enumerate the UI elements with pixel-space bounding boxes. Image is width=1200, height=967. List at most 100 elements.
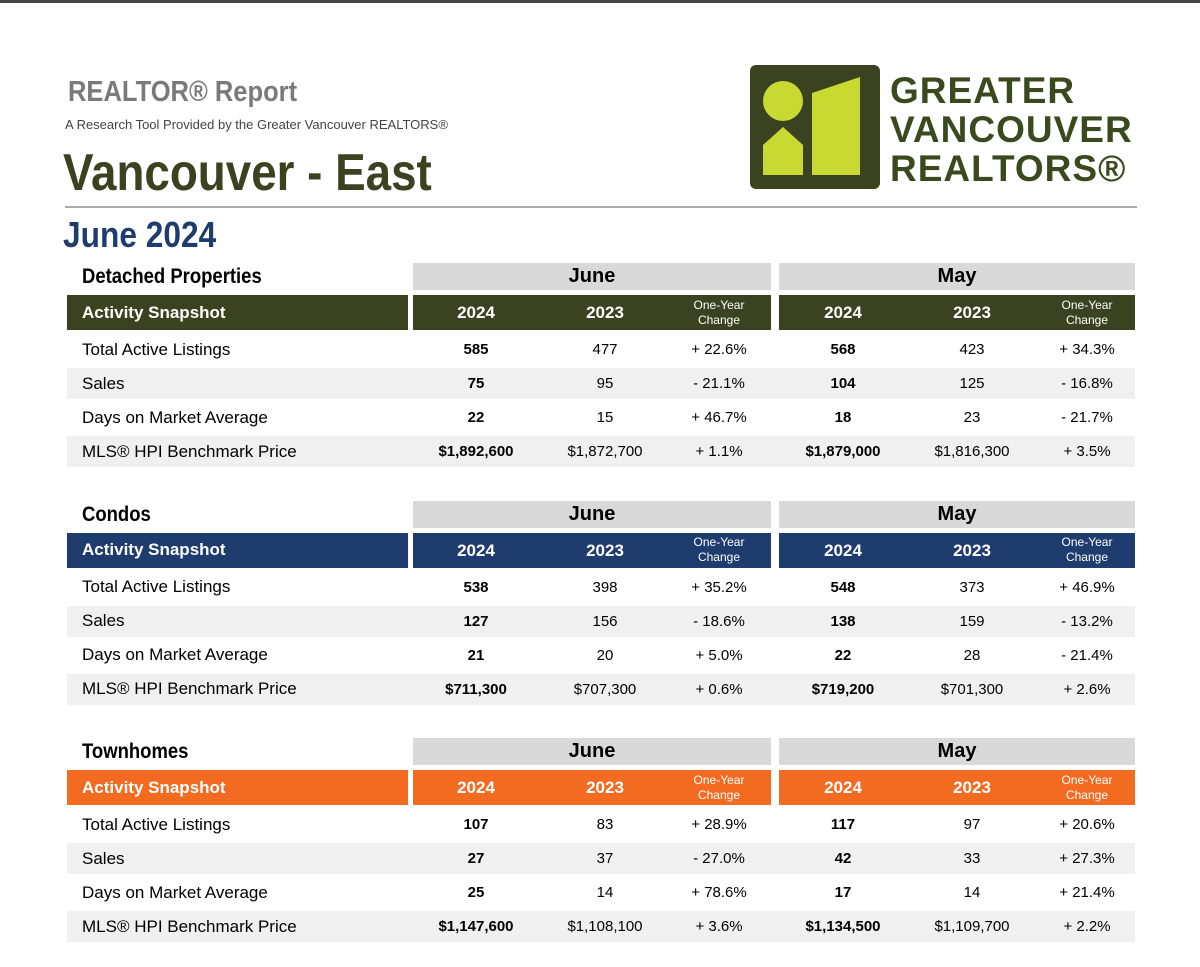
cell: 75	[467, 375, 485, 392]
cell: + 0.6%	[695, 680, 743, 698]
row-label: Days on Market Average	[82, 645, 268, 665]
cell: 15	[596, 409, 614, 426]
column-header: 2024	[824, 778, 862, 798]
group-header: June	[413, 738, 771, 766]
cell: - 21.1%	[693, 375, 745, 392]
cell: $719,200	[811, 680, 875, 698]
cell: + 2.2%	[1063, 918, 1111, 936]
column-band	[413, 295, 771, 330]
cell: 548	[830, 578, 856, 596]
cell: + 46.9%	[1059, 578, 1115, 596]
cell: $711,300	[445, 680, 507, 698]
snapshot-label: Activity Snapshot	[82, 302, 226, 322]
cell: + 35.2%	[691, 578, 747, 596]
cell: $1,134,500	[805, 918, 881, 936]
cell: + 28.9%	[691, 816, 747, 834]
row-band	[67, 368, 1135, 399]
logo-line: GREATER	[890, 70, 1076, 111]
column-header: One-Year Change	[693, 297, 745, 327]
snapshot-band	[67, 770, 408, 806]
cell: 42	[834, 850, 852, 868]
column-band	[779, 532, 1135, 568]
row-label: Sales	[82, 611, 125, 631]
cell: $1,879,000	[805, 443, 881, 460]
cell: - 13.2%	[1061, 612, 1113, 630]
column-header: 2024	[824, 303, 862, 322]
cell: $707,300	[573, 680, 637, 698]
cell: 97	[963, 816, 981, 834]
cell: 22	[834, 646, 852, 664]
cell: + 3.5%	[1063, 443, 1111, 460]
section-title: Townhomes	[82, 740, 189, 764]
column-header: 2024	[457, 303, 495, 322]
column-header: 2024	[457, 778, 495, 798]
group-header: June	[413, 500, 771, 528]
cell: 398	[592, 578, 618, 596]
group-header: May	[779, 738, 1135, 766]
cell: 585	[463, 341, 489, 358]
cell: $1,872,700	[567, 443, 643, 460]
row-label: Total Active Listings	[82, 814, 231, 834]
group-header: May	[779, 500, 1135, 528]
row-label: MLS® HPI Benchmark Price	[82, 441, 297, 461]
column-band	[779, 770, 1135, 806]
cell: 14	[596, 884, 614, 902]
column-band	[413, 770, 771, 806]
cell: 156	[592, 612, 618, 630]
section-title: Detached Properties	[82, 265, 262, 288]
section-title: Condos	[82, 502, 151, 526]
cell: $1,816,300	[934, 443, 1010, 460]
cell: - 16.8%	[1061, 375, 1113, 392]
cell: 14	[963, 884, 981, 902]
snapshot-label: Activity Snapshot	[82, 540, 226, 560]
area-title: Vancouver - East	[63, 144, 432, 202]
group-header: May	[779, 263, 1135, 290]
cell: 104	[830, 375, 856, 392]
cell: 22	[467, 409, 485, 426]
report-title: REALTOR® Report	[68, 76, 298, 108]
row-label: Total Active Listings	[82, 577, 231, 597]
cell: 107	[463, 816, 489, 834]
column-header: 2023	[953, 778, 991, 798]
cell: 25	[467, 884, 485, 902]
cell: 23	[963, 409, 981, 426]
cell: + 5.0%	[695, 646, 743, 664]
column-header: One-Year Change	[1061, 535, 1113, 565]
row-label: MLS® HPI Benchmark Price	[82, 916, 297, 936]
cell: - 21.4%	[1061, 646, 1113, 664]
period: June 2024	[63, 214, 217, 255]
row-band	[67, 843, 1135, 875]
cell: $1,108,100	[567, 918, 643, 936]
cell: 423	[959, 341, 985, 358]
cell: + 21.4%	[1059, 884, 1115, 902]
cell: 159	[959, 612, 985, 630]
cell: 95	[596, 375, 614, 392]
cell: + 22.6%	[691, 341, 747, 358]
group-header: June	[413, 263, 771, 290]
divider	[65, 206, 1137, 208]
snapshot-band	[67, 532, 408, 568]
column-header: One-Year Change	[1061, 772, 1113, 802]
cell: 125	[959, 375, 985, 392]
logo-text: GREATER VANCOUVER REALTORS®	[890, 71, 1133, 188]
row-label: Sales	[82, 848, 125, 868]
row-label: Total Active Listings	[82, 339, 231, 359]
cell: 18	[834, 409, 852, 426]
cell: 138	[830, 612, 856, 630]
row-band	[67, 673, 1135, 705]
cell: 477	[592, 341, 618, 358]
cell: $1,109,700	[934, 918, 1010, 936]
column-header: 2023	[586, 778, 624, 798]
cell: - 18.6%	[693, 612, 745, 630]
row-label: Days on Market Average	[82, 407, 268, 427]
cell: 28	[963, 646, 981, 664]
cell: - 27.0%	[693, 850, 745, 868]
cell: + 2.6%	[1063, 680, 1111, 698]
row-label: Sales	[82, 373, 125, 393]
cell: + 3.6%	[695, 918, 743, 936]
cell: 127	[463, 612, 489, 630]
column-header: 2024	[824, 540, 862, 560]
logo-line: VANCOUVER	[890, 109, 1133, 150]
column-band	[779, 295, 1135, 330]
